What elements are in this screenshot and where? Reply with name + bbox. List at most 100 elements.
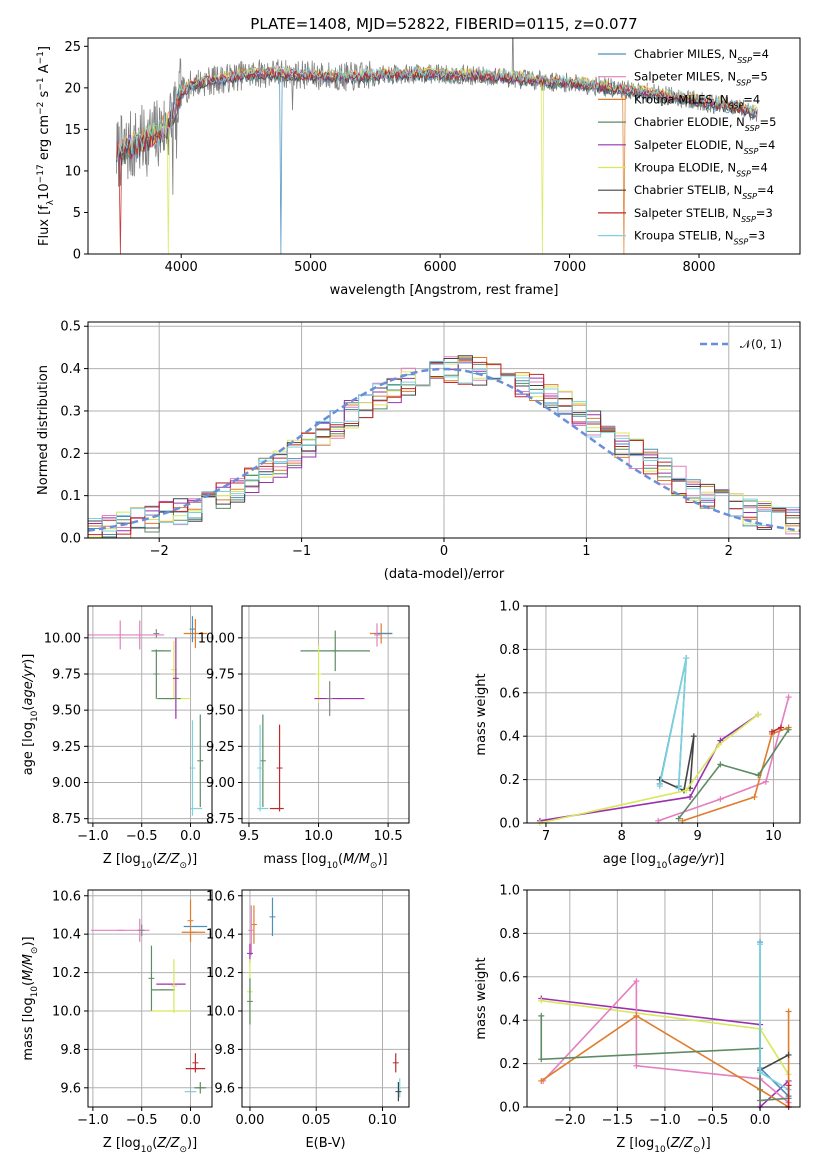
series-line — [771, 726, 782, 733]
errorbar-point — [192, 1053, 199, 1073]
y-tick-label: 10.4 — [52, 928, 81, 943]
series-marker — [757, 1069, 764, 1076]
plot-frame — [87, 889, 213, 1108]
errorbars — [246, 897, 403, 1102]
series-marker — [751, 793, 758, 800]
x-tick-label: 5000 — [294, 260, 327, 275]
x-tick-label: 0.00 — [235, 1113, 264, 1128]
series-marker — [785, 1008, 792, 1015]
y-tick-label: 9.75 — [206, 667, 235, 682]
errorbar-point — [396, 1078, 403, 1098]
y-axis-label: Flux [fλ10−17 erg cm−2 s−1 A−1] — [36, 46, 56, 246]
weight-lines — [536, 655, 792, 826]
y-tick-label: 10.0 — [206, 1004, 235, 1019]
y-axis-label: age [log10(age/yr)] — [21, 654, 40, 776]
y-axis-label: mass weight — [474, 673, 489, 755]
x-axis-label: wavelength [Angstrom, rest frame] — [330, 283, 559, 298]
massweight-vs-metallicity-panel: −2.0 −1.5 −1.0 −0.5 0.0 0.0 0.2 0.4 0.6 0.8 1.0 Z [… — [474, 884, 801, 1155]
series-line — [539, 713, 759, 824]
errorbar-point — [170, 959, 177, 1013]
gridlines — [242, 890, 409, 1107]
errorbar-point — [300, 630, 371, 672]
series-marker — [717, 761, 724, 768]
y-tick-label: 8.75 — [52, 812, 81, 827]
series-line — [759, 1054, 789, 1071]
x-tick-label: −1.5 — [602, 1113, 634, 1128]
errorbars — [88, 616, 208, 816]
errorbar-point — [373, 623, 380, 647]
y-tick-label: 10.00 — [198, 631, 235, 646]
legend-entry: 𝒩(0, 1) — [740, 337, 782, 351]
age-vs-metallicity-panel: −1.0 −0.5 0.0 8.75 9.00 9.25 9.50 9.75 10.00 Z [l… — [21, 605, 213, 871]
plot-frame — [526, 889, 801, 1108]
errorbar-point — [246, 978, 253, 1025]
age-vs-mass-panel: 9.5 10.0 10.5 8.75 9.00 9.25 9.50 9.75 10.00 mass… — [198, 605, 410, 871]
gridlines — [88, 890, 212, 1107]
y-tick-label: 0 — [73, 248, 81, 263]
series-marker — [633, 1062, 640, 1069]
y-tick-label: 0.5 — [60, 320, 81, 335]
series-marker — [656, 783, 663, 790]
y-tick-label: 10.00 — [44, 631, 81, 646]
series-marker — [538, 997, 545, 1004]
model-spectrum-line — [116, 65, 758, 163]
series-marker — [717, 796, 724, 803]
y-tick-label: 5 — [73, 206, 81, 221]
series-marker — [675, 785, 682, 792]
x-tick-label: −0.5 — [697, 1113, 729, 1128]
legend-entry: Chabrier ELODIE, NSSP=5 — [634, 115, 776, 133]
y-tick-label: 9.6 — [60, 1081, 81, 1096]
series-marker — [715, 741, 722, 748]
y-tick-label: 9.8 — [60, 1043, 81, 1058]
plot-frame — [241, 889, 410, 1108]
series-marker — [687, 793, 694, 800]
legend-entry: Salpeter STELIB, NSSP=3 — [634, 206, 773, 224]
histograms — [88, 355, 800, 538]
series-marker — [785, 1051, 792, 1058]
series-line — [539, 713, 759, 822]
y-tick-label: 20 — [64, 81, 81, 96]
errorbar-point — [194, 1082, 207, 1094]
series-marker — [717, 737, 724, 744]
errorbar-point — [392, 1053, 399, 1073]
x-tick-label: −1.0 — [77, 829, 109, 844]
y-tick-label: 0.4 — [60, 362, 81, 377]
legend-entry: Kroupa STELIB, NSSP=3 — [634, 229, 765, 247]
x-axis-label: E(B-V) — [305, 1136, 345, 1151]
legend: Chabrier MILES, NSSP=4 Salpeter MILES, NS… — [598, 47, 776, 246]
y-tick-label: 10.4 — [206, 928, 235, 943]
series-marker — [538, 1077, 545, 1084]
x-tick-label: 9 — [693, 829, 701, 844]
errorbars — [257, 623, 393, 812]
y-tick-label: 0.6 — [499, 686, 520, 701]
series-marker — [757, 941, 764, 948]
y-tick-label: 10.6 — [52, 889, 81, 904]
y-tick-label: 9.75 — [52, 667, 81, 682]
series-marker — [762, 778, 769, 785]
errorbar-point — [153, 649, 160, 699]
plot-frame — [87, 605, 213, 824]
errorbar-point — [136, 620, 143, 650]
y-tick-label: 0.6 — [499, 970, 520, 985]
y-tick-label: 9.25 — [52, 740, 81, 755]
y-tick-label: 0.2 — [60, 447, 81, 462]
y-axis-label: mass [log10(M/M⊙)] — [21, 936, 40, 1060]
x-tick-label: −2 — [150, 544, 169, 559]
errorbar-point — [248, 905, 255, 956]
y-tick-label: 0.4 — [499, 1014, 520, 1029]
weight-lines — [538, 939, 792, 1110]
x-axis-label: mass [log10(M/M⊙)] — [263, 852, 387, 871]
series-line — [759, 942, 790, 1097]
errorbar-point — [189, 720, 196, 816]
y-tick-label: 0.4 — [499, 730, 520, 745]
series-marker — [538, 1012, 545, 1019]
series-line — [657, 696, 790, 822]
series-marker — [785, 726, 792, 733]
y-axis-label: mass weight — [474, 957, 489, 1039]
errorbars — [90, 899, 208, 1094]
y-tick-label: 0.2 — [499, 773, 520, 788]
legend-entry: Chabrier STELIB, NSSP=4 — [634, 183, 774, 201]
errorbar-point — [189, 616, 196, 643]
x-axis-label: Z [log10(Z/Z⊙)] — [103, 852, 197, 871]
